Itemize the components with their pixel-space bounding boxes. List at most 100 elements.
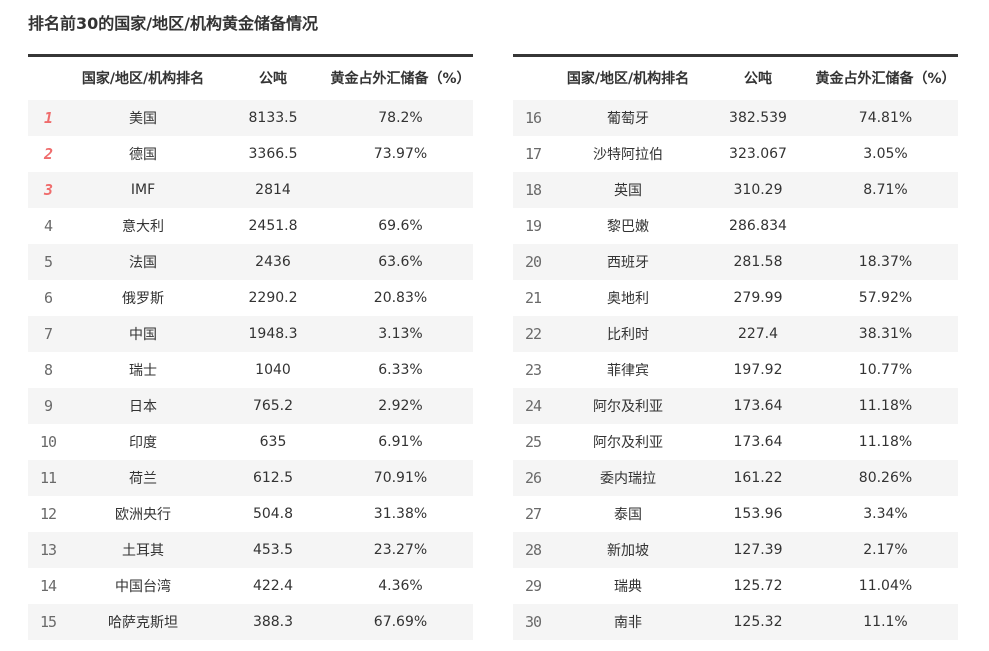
rank-column-header: [513, 55, 553, 100]
page-title: 排名前30的国家/地区/机构黄金储备情况: [28, 14, 318, 33]
table-header: 国家/地区/机构排名 公吨 黄金占外汇储备（%）: [28, 55, 473, 100]
country-cell: 比利时: [607, 326, 649, 343]
tons-cell: 388.3: [252, 613, 294, 630]
country-cell: 奥地利: [607, 290, 649, 307]
table-row: 15 哈萨克斯坦 388.3 67.69%: [28, 603, 473, 640]
tons-cell: 153.96: [733, 505, 783, 522]
table-row: 27 泰国 153.96 3.34%: [513, 496, 958, 532]
pct-cell: 4.36%: [378, 577, 423, 594]
country-cell: 瑞士: [129, 362, 157, 379]
rank-cell: 5: [43, 252, 53, 271]
table-row: 7 中国 1948.3 3.13%: [28, 315, 473, 352]
pct-cell: 20.83%: [373, 289, 428, 306]
country-cell: 意大利: [122, 218, 164, 235]
pct-cell: 6.91%: [378, 433, 423, 450]
table-row: 6 俄罗斯 2290.2 20.83%: [28, 280, 473, 316]
tons-cell: 197.92: [733, 361, 783, 378]
tons-cell: 422.4: [252, 577, 294, 594]
rank-cell: 23: [524, 360, 542, 379]
rank-cell: 1: [43, 108, 53, 127]
rank-cell: 12: [39, 504, 57, 523]
table-row: 24 阿尔及利亚 173.64 11.18%: [513, 387, 958, 424]
rank-cell: 28: [524, 540, 542, 559]
pct-cell: 3.13%: [378, 325, 423, 342]
pct-cell: 2.92%: [378, 397, 423, 414]
tons-cell: 173.64: [733, 433, 783, 450]
table-row: 19 黎巴嫩 286.834: [513, 208, 958, 244]
tons-cell: 3366.5: [248, 145, 298, 162]
pct-cell: 38.31%: [858, 325, 913, 342]
tons-cell: 8133.5: [248, 109, 298, 126]
tons-cell: 310.29: [733, 181, 783, 198]
rank-cell: 25: [524, 432, 542, 451]
gold-reserves-table-ranks-1-15: 国家/地区/机构排名 公吨 黄金占外汇储备（%） 1 美国 8133.5 78.2% 2…: [28, 54, 473, 640]
table-row: 9 日本 765.2 2.92%: [28, 387, 473, 424]
rank-cell: 3: [43, 180, 53, 199]
pct-cell: 18.37%: [858, 253, 913, 270]
rank-cell: 30: [524, 612, 542, 631]
rank-column-header: [28, 55, 68, 100]
pct-cell: 74.81%: [858, 109, 913, 126]
tons-cell: 227.4: [737, 325, 779, 342]
tons-cell: 2814: [255, 181, 291, 198]
tons-cell: 286.834: [729, 217, 787, 234]
country-cell: 黎巴嫩: [607, 218, 649, 235]
tons-cell: 125.72: [733, 577, 783, 594]
rank-cell: 21: [524, 288, 542, 307]
rank-cell: 13: [39, 540, 57, 559]
country-cell: 委内瑞拉: [600, 470, 656, 487]
rank-cell: 10: [39, 432, 57, 451]
pct-cell: 57.92%: [858, 289, 913, 306]
tons-cell: 2451.8: [248, 217, 298, 234]
rank-cell: 9: [43, 396, 53, 415]
tons-cell: 279.99: [733, 289, 783, 306]
country-cell: IMF: [130, 181, 156, 198]
table-row: 8 瑞士 1040 6.33%: [28, 352, 473, 388]
table-row: 29 瑞典 125.72 11.04%: [513, 568, 958, 604]
pct-cell: 3.05%: [863, 145, 908, 162]
tons-cell: 453.5: [252, 541, 294, 558]
table-row: 14 中国台湾 422.4 4.36%: [28, 568, 473, 604]
rank-cell: 16: [524, 108, 542, 127]
country-cell: 荷兰: [129, 470, 157, 487]
header-row: 国家/地区/机构排名 公吨 黄金占外汇储备（%）: [513, 55, 958, 100]
rank-cell: 14: [39, 576, 57, 595]
pct-cell: 11.04%: [858, 577, 913, 594]
pct-cell: [328, 172, 473, 208]
table-row: 23 菲律宾 197.92 10.77%: [513, 352, 958, 388]
table-row: 3 IMF 2814: [28, 171, 473, 208]
table-header: 国家/地区/机构排名 公吨 黄金占外汇储备（%）: [513, 55, 958, 100]
pct-cell: 73.97%: [373, 145, 428, 162]
table-row: 1 美国 8133.5 78.2%: [28, 99, 473, 136]
gold-reserves-table-ranks-16-30: 国家/地区/机构排名 公吨 黄金占外汇储备（%） 16 葡萄牙 382.539 74.…: [513, 54, 958, 640]
tons-column-header: 公吨: [218, 55, 328, 100]
country-cell: 菲律宾: [607, 362, 649, 379]
rank-cell: 8: [43, 360, 53, 379]
tons-cell: 382.539: [729, 109, 787, 126]
rank-cell: 18: [524, 180, 542, 199]
rank-cell: 2: [43, 144, 53, 163]
country-cell: 哈萨克斯坦: [108, 614, 178, 631]
pct-cell: 69.6%: [378, 217, 423, 234]
pct-cell: 80.26%: [858, 469, 913, 486]
pct-cell: 11.18%: [858, 433, 913, 450]
table-row: 26 委内瑞拉 161.22 80.26%: [513, 459, 958, 496]
tons-cell: 1948.3: [248, 325, 298, 342]
pct-cell: 11.18%: [858, 397, 913, 414]
table-row: 30 南非 125.32 11.1%: [513, 603, 958, 640]
pct-cell: 23.27%: [373, 541, 428, 558]
rank-cell: 19: [524, 216, 542, 235]
table-row: 21 奥地利 279.99 57.92%: [513, 280, 958, 316]
rank-cell: 29: [524, 576, 542, 595]
country-cell: 葡萄牙: [607, 110, 649, 127]
table-row: 13 土耳其 453.5 23.27%: [28, 531, 473, 568]
tons-cell: 635: [259, 433, 287, 450]
country-cell: 印度: [129, 434, 157, 451]
table-row: 25 阿尔及利亚 173.64 11.18%: [513, 424, 958, 460]
tons-column-header: 公吨: [703, 55, 813, 100]
pct-cell: 31.38%: [373, 505, 428, 522]
pct-cell: 70.91%: [373, 469, 428, 486]
pct-cell: 6.33%: [378, 361, 423, 378]
country-cell: 中国: [129, 326, 157, 343]
